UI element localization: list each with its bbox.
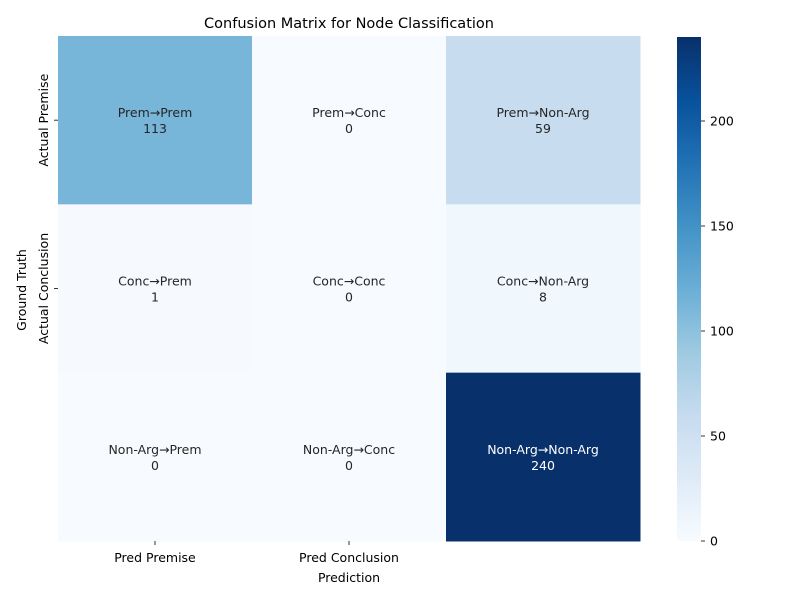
- colorbar-tick-label: 100: [710, 324, 734, 339]
- x-axis: Pred Premise Pred Conclusion: [114, 541, 399, 565]
- colorbar-tick-label: 0: [710, 534, 718, 549]
- heatmap-cell: [446, 36, 641, 205]
- cell-label: Prem→Prem: [118, 105, 193, 120]
- cell-label: Prem→Conc: [312, 105, 386, 120]
- colorbar-tick-label: 50: [710, 429, 726, 444]
- heatmap-cell: [58, 372, 253, 542]
- cell-value: 0: [345, 290, 353, 305]
- cell-label: Conc→Non-Arg: [497, 274, 589, 289]
- colorbar-gradient: [677, 37, 701, 541]
- cell-label: Non-Arg→Conc: [303, 442, 395, 457]
- cell-value: 0: [151, 458, 159, 473]
- cell-value: 8: [539, 290, 547, 305]
- cell-value: 113: [143, 121, 167, 136]
- colorbar-tick-label: 200: [710, 114, 734, 129]
- x-tick-label: Pred Conclusion: [299, 550, 399, 565]
- y-axis: Actual Premise Actual Conclusion: [36, 73, 58, 344]
- y-tick-label: Actual Conclusion: [36, 233, 51, 344]
- heatmap-cell: [58, 36, 253, 205]
- colorbar-tick-label: 150: [710, 219, 734, 234]
- y-tick-label: Actual Premise: [36, 73, 51, 166]
- heatmap-cell: [252, 204, 447, 374]
- chart-title: Confusion Matrix for Node Classification: [204, 16, 494, 32]
- cell-value: 0: [345, 458, 353, 473]
- x-tick-label: Pred Premise: [114, 550, 196, 565]
- heatmap-cells: Prem→Prem113Prem→Conc0Prem→Non-Arg59Conc…: [58, 36, 641, 542]
- cell-value: 59: [535, 121, 551, 136]
- heatmap-cell: [446, 372, 641, 542]
- y-axis-label: Ground Truth: [14, 249, 29, 331]
- heatmap-cell: [252, 372, 447, 542]
- cell-label: Conc→Prem: [118, 274, 192, 289]
- x-axis-label: Prediction: [318, 570, 380, 585]
- cell-value: 0: [345, 121, 353, 136]
- heatmap-cell: [58, 204, 253, 374]
- cell-label: Non-Arg→Prem: [108, 442, 201, 457]
- cell-label: Conc→Conc: [313, 274, 386, 289]
- cell-value: 1: [151, 290, 159, 305]
- cell-label: Non-Arg→Non-Arg: [487, 442, 599, 457]
- heatmap-cell: [446, 204, 641, 374]
- cell-label: Prem→Non-Arg: [496, 105, 589, 120]
- cell-value: 240: [531, 458, 555, 473]
- heatmap-cell: [252, 36, 447, 205]
- colorbar: 0 50 100 150 200: [677, 37, 734, 549]
